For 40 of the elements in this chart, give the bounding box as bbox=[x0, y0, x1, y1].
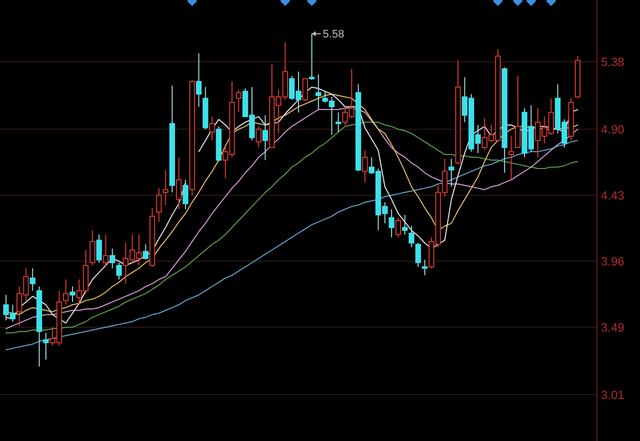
candlestick bbox=[336, 112, 342, 133]
candlestick bbox=[448, 158, 454, 188]
y-tick-label: 3.96 bbox=[601, 254, 625, 268]
candlestick bbox=[162, 169, 168, 206]
candlestick bbox=[176, 156, 182, 210]
candlestick bbox=[156, 188, 162, 222]
candlestick bbox=[90, 230, 96, 266]
candlestick bbox=[63, 278, 69, 306]
candlestick bbox=[395, 217, 402, 238]
candlestick bbox=[110, 248, 116, 269]
candlestick bbox=[30, 268, 36, 292]
y-tick-label: 5.38 bbox=[601, 54, 625, 69]
candlestick bbox=[116, 262, 122, 280]
candlestick bbox=[415, 242, 421, 268]
candlestick bbox=[316, 74, 322, 110]
candlestick bbox=[102, 234, 109, 266]
candlestick bbox=[70, 286, 76, 302]
candlestick bbox=[262, 114, 268, 161]
candlestick bbox=[515, 75, 521, 148]
candlestick bbox=[182, 179, 188, 210]
y-tick-label: 4.90 bbox=[601, 122, 625, 136]
candlestick bbox=[408, 226, 414, 248]
candlestick bbox=[422, 259, 428, 276]
candlestick bbox=[142, 244, 148, 260]
candlestick bbox=[308, 33, 315, 81]
candlestick bbox=[362, 150, 368, 184]
candlestick bbox=[388, 208, 394, 238]
y-tick-label: 4.43 bbox=[601, 188, 625, 202]
candlestick bbox=[256, 126, 262, 148]
y-tick-label: 3.49 bbox=[601, 320, 625, 334]
y-tick-label: 3.01 bbox=[601, 388, 625, 402]
candlestick bbox=[96, 234, 102, 264]
candlestick bbox=[302, 78, 308, 102]
candlestick bbox=[236, 89, 242, 113]
candlestick bbox=[402, 214, 408, 236]
candlestick bbox=[43, 332, 49, 360]
candlestick bbox=[508, 136, 514, 180]
candlestick bbox=[209, 116, 215, 141]
candlestick bbox=[196, 52, 202, 108]
annotation: 5.58 bbox=[322, 28, 344, 41]
